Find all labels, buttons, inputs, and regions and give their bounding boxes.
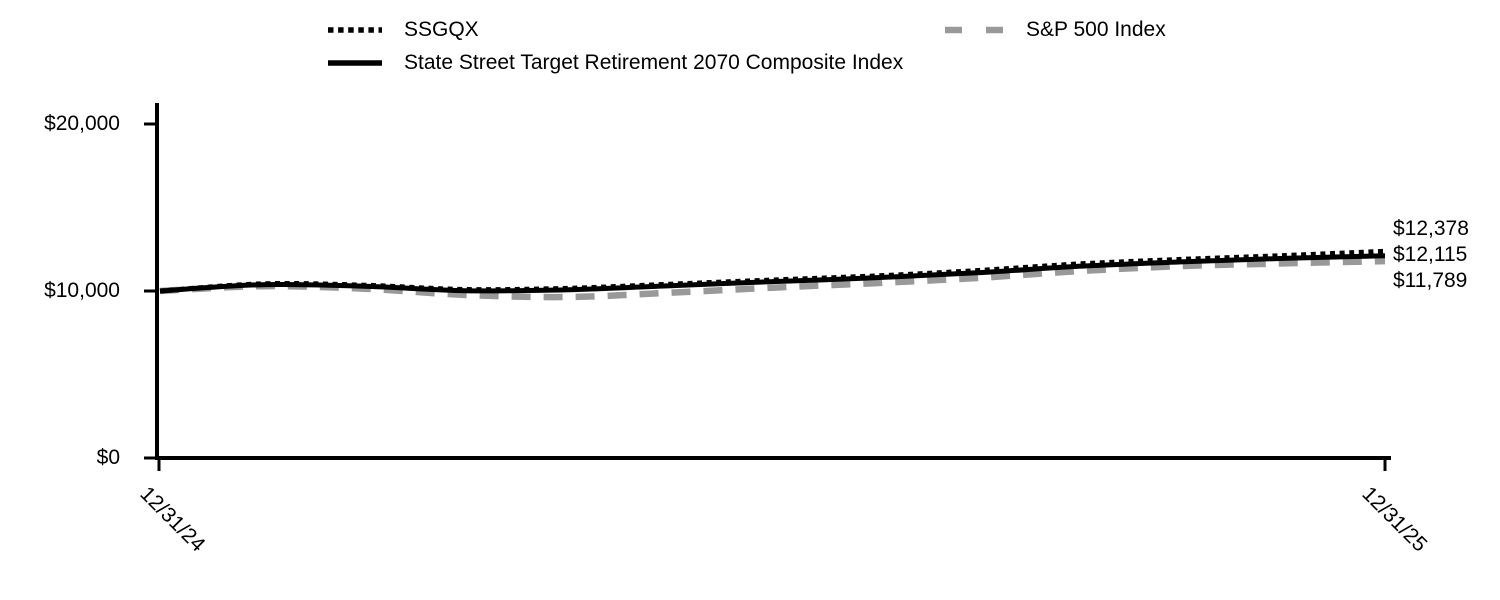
sp500-line: [159, 257, 1386, 301]
y-axis-label-0: $0: [96, 446, 120, 469]
solid-line-swatch-icon: [328, 60, 382, 66]
y-axis-label-10000: $10,000: [44, 279, 120, 302]
legend-label-ssgqx: SSGQX: [404, 18, 479, 41]
legend-item-ssgqx: SSGQX: [328, 17, 479, 43]
end-value-label-ssgqx: $12,378: [1393, 217, 1469, 240]
legend-label-composite-index: State Street Target Retirement 2070 Comp…: [404, 51, 904, 74]
legend-item-composite-index: State Street Target Retirement 2070 Comp…: [328, 50, 903, 76]
dotted-line-swatch-icon: [328, 27, 382, 33]
series-lines: [159, 248, 1386, 301]
end-value-label-composite-index: $12,115: [1393, 243, 1468, 266]
legend-label-sp500: S&P 500 Index: [1026, 18, 1166, 41]
end-value-label-sp500: $11,789: [1393, 269, 1468, 292]
axes: [144, 103, 1391, 471]
ssgqx-line: [159, 248, 1386, 294]
y-axis-label-20000: $20,000: [44, 112, 120, 135]
legend-item-sp500: S&P 500 Index: [944, 17, 1166, 43]
dashed-line-swatch-icon: [945, 26, 1004, 34]
